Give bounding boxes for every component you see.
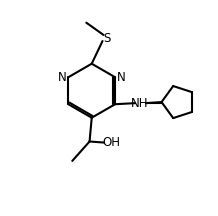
Text: OH: OH (102, 136, 120, 149)
Text: S: S (104, 32, 111, 45)
Text: N: N (117, 71, 126, 84)
Text: N: N (58, 71, 67, 84)
Text: NH: NH (131, 97, 149, 110)
